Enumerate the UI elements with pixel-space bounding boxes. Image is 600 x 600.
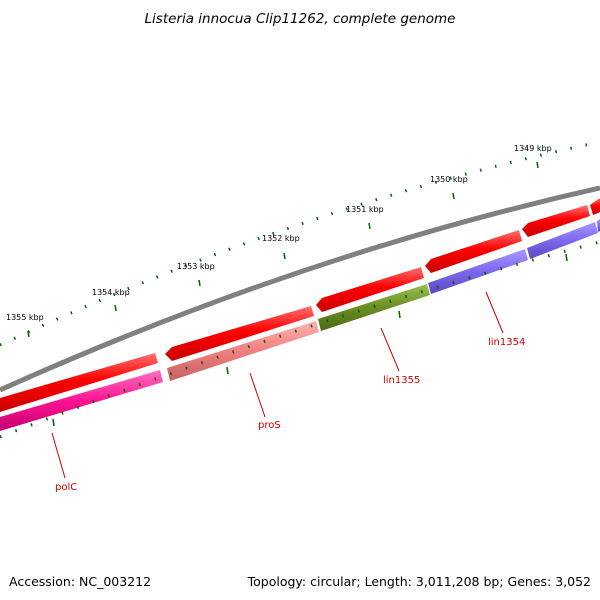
scale-label: 1351 kbp [346,205,384,214]
cds-feature [0,353,158,412]
genome-backbone [0,185,600,393]
scale-label: 1354 kbp [92,288,130,297]
major-tick [198,279,201,287]
scale-label: 1352 kbp [262,234,300,243]
major-tick [283,252,286,260]
scale-label: 1349 kbp [514,144,552,153]
scale-label: 1355 kbp [6,313,44,322]
cds-track-forward [0,198,600,412]
lower-ticks [0,240,600,439]
scale-label: 1353 kbp [177,262,215,271]
gene-feature [527,222,598,259]
gene-lin1355 [318,284,430,331]
cds-feature [316,267,424,312]
map-title: Listeria innocua Clip11262, complete gen… [145,11,456,27]
cds-feature [590,198,600,215]
gene-track [0,219,600,431]
gene-label-lin1354: lin1354 [488,337,525,348]
major-tick [226,366,229,375]
genome-summary: Topology: circular; Length: 3,011,208 bp… [247,574,591,589]
major-tick [565,253,568,262]
gene-label-leaders [51,291,504,479]
gene-label-proS: proS [258,420,281,431]
scale-label: 1350 kbp [430,175,468,184]
major-tick [398,310,401,319]
major-tick [27,330,30,338]
gene-proS [167,321,319,381]
gene-label-lin1355: lin1355 [383,375,420,386]
accession-text: Accession: NC_003212 [9,574,151,589]
major-tick [114,304,117,312]
major-tick [52,418,55,427]
major-tick [536,161,539,169]
major-tick [452,192,455,200]
scale-ticks [0,140,600,347]
cds-feature [165,306,314,361]
gene-feature [597,219,600,232]
gene-polC [0,370,163,431]
major-tick [368,222,371,230]
cds-feature [425,230,522,273]
gene-label-polC: polC [55,482,77,493]
cds-feature [522,205,590,237]
